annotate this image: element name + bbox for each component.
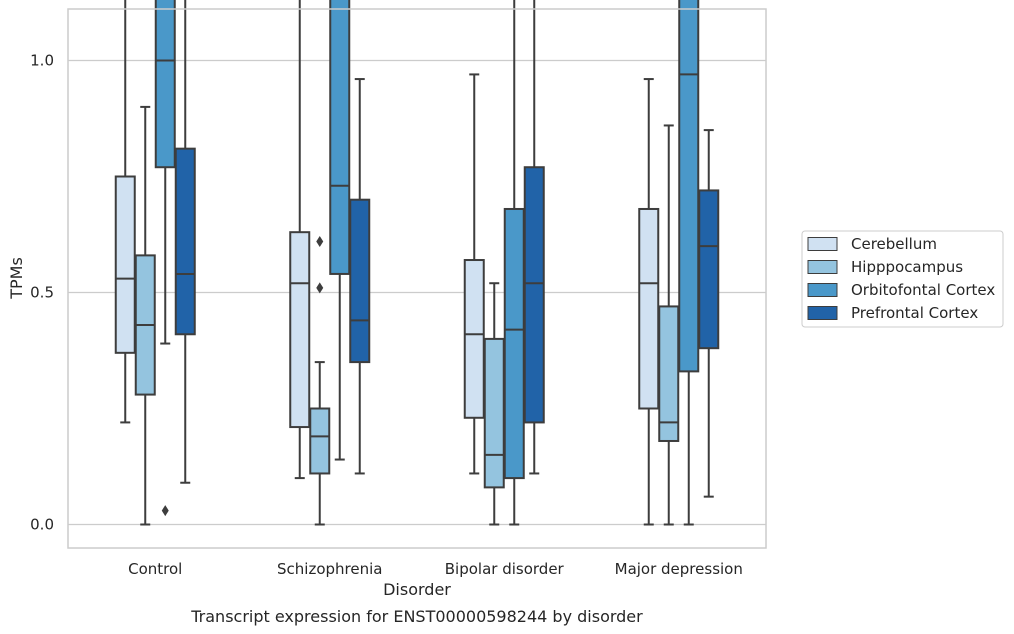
- legend-swatch: [807, 237, 838, 251]
- legend-label: Prefrontal Cortex: [851, 304, 978, 322]
- y-tick-label: 0.0: [30, 516, 54, 534]
- box-cerebellum: [463, 73, 485, 475]
- outlier-point: [316, 235, 324, 247]
- box-iqr: [638, 207, 660, 410]
- box-cerebellum: [114, 0, 136, 424]
- box-iqr: [658, 305, 680, 442]
- box-hipppocampus: [309, 235, 331, 526]
- box-iqr: [289, 231, 311, 429]
- box-plot-series: [114, 0, 720, 526]
- box-orbitofontal-cortex: [154, 0, 176, 517]
- box-prefrontal-cortex: [349, 78, 371, 475]
- x-tick-label: Schizophrenia: [277, 560, 382, 578]
- box-hipppocampus: [658, 124, 680, 526]
- box-orbitofontal-cortex: [678, 0, 700, 526]
- x-tick-labels: Control Schizophrenia Bipolar disorder Majo…: [128, 560, 743, 578]
- box-cerebellum: [289, 0, 311, 480]
- box-prefrontal-cortex: [174, 0, 196, 484]
- box-cerebellum: [638, 78, 660, 526]
- box-iqr: [483, 337, 505, 489]
- box-iqr: [329, 0, 351, 275]
- box-iqr: [349, 198, 371, 364]
- box-hipppocampus: [134, 105, 156, 526]
- x-tick-label: Control: [128, 560, 182, 578]
- legend-label: Orbitofontal Cortex: [851, 281, 995, 299]
- box-orbitofontal-cortex: [503, 0, 525, 526]
- box-hipppocampus: [483, 282, 505, 526]
- box-orbitofontal-cortex: [329, 0, 351, 461]
- legend-swatch: [807, 260, 838, 274]
- box-iqr: [523, 166, 545, 424]
- outlier-point: [161, 505, 169, 517]
- box-iqr: [463, 259, 485, 419]
- box-iqr: [154, 0, 176, 169]
- box-iqr: [698, 189, 720, 350]
- outlier-point: [316, 282, 324, 294]
- legend-items: Cerebellum Hipppocampus Orbitofontal Corte…: [807, 235, 995, 322]
- box-prefrontal-cortex: [523, 0, 545, 475]
- box-iqr: [174, 147, 196, 336]
- legend-frame: [801, 230, 1004, 328]
- y-axis-label: TPMs: [7, 257, 26, 300]
- x-axis-label: Disorder: [383, 580, 451, 599]
- box-iqr: [503, 207, 525, 480]
- legend-swatch: [807, 283, 838, 297]
- legend-label: Hipppocampus: [851, 258, 963, 276]
- legend: Cerebellum Hipppocampus Orbitofontal Corte…: [801, 230, 1004, 328]
- box-iqr: [678, 0, 700, 373]
- y-tick-label: 0.5: [30, 284, 54, 302]
- legend-label: Cerebellum: [851, 235, 937, 253]
- box-prefrontal-cortex: [698, 129, 720, 498]
- y-tick-labels: 0.00.51.01.52.0: [30, 52, 54, 534]
- y-tick-label: 1.0: [30, 52, 54, 70]
- x-tick-label: Major depression: [615, 560, 743, 578]
- plot-frame: [67, 8, 767, 549]
- legend-swatch: [807, 306, 838, 320]
- box-iqr: [309, 407, 331, 475]
- x-tick-label: Bipolar disorder: [445, 560, 565, 578]
- chart-caption: Transcript expression for ENST0000059824…: [190, 607, 643, 626]
- box-iqr: [114, 175, 136, 354]
